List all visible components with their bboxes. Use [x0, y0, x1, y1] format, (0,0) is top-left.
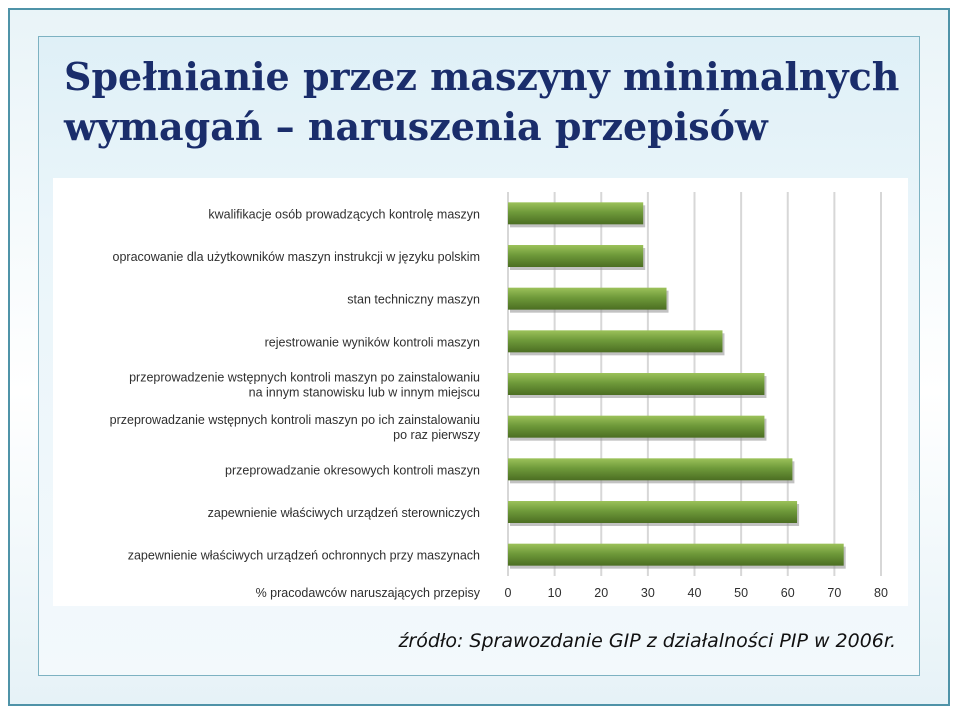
category-label: przeprowadzanie wstępnych kontroli maszy…: [110, 413, 480, 427]
category-label: zapewnienie właściwych urządzeń sterowni…: [208, 506, 480, 520]
x-tick-label: 20: [594, 586, 608, 600]
bar: [508, 202, 644, 225]
category-label: przeprowadzenie wstępnych kontroli maszy…: [129, 371, 480, 385]
chart-panel: kwalifikacje osób prowadzących kontrolę …: [53, 178, 908, 606]
category-label: kwalifikacje osób prowadzących kontrolę …: [208, 207, 480, 221]
x-tick-label: 50: [734, 586, 748, 600]
x-tick-label: 70: [827, 586, 841, 600]
bar: [508, 415, 765, 438]
source-caption: źródło: Sprawozdanie GIP z działalności …: [398, 630, 896, 652]
bar: [508, 287, 667, 310]
bar: [508, 543, 844, 566]
category-label: zapewnienie właściwych urządzeń ochronny…: [128, 549, 480, 563]
bar: [508, 458, 793, 481]
slide-title-line-1: Spełnianie przez maszyny minimalnych: [64, 54, 900, 99]
bar-chart: kwalifikacje osób prowadzących kontrolę …: [110, 192, 888, 600]
category-label: na innym stanowisku lub w innym miejscu: [249, 386, 480, 400]
category-label: stan techniczny maszyn: [347, 293, 480, 307]
x-tick-label: 80: [874, 586, 888, 600]
category-label: przeprowadzanie okresowych kontroli masz…: [225, 463, 480, 477]
bar: [508, 330, 723, 353]
slide-title-line-2: wymagań – naruszenia przepisów: [64, 104, 768, 149]
category-label: opracowanie dla użytkowników maszyn inst…: [113, 250, 481, 264]
x-tick-label: 30: [641, 586, 655, 600]
category-label: rejestrowanie wyników kontroli maszyn: [265, 335, 480, 349]
x-axis-label: % pracodawców naruszających przepisy: [256, 586, 481, 600]
bar: [508, 245, 644, 267]
category-label: po raz pierwszy: [393, 428, 481, 442]
bar: [508, 501, 798, 523]
bar: [508, 373, 765, 395]
x-tick-label: 60: [781, 586, 795, 600]
x-tick-label: 10: [548, 586, 562, 600]
slide-title: Spełnianie przez maszyny minimalnych wym…: [64, 52, 904, 152]
x-tick-label: 40: [688, 586, 702, 600]
x-tick-label: 0: [505, 586, 512, 600]
